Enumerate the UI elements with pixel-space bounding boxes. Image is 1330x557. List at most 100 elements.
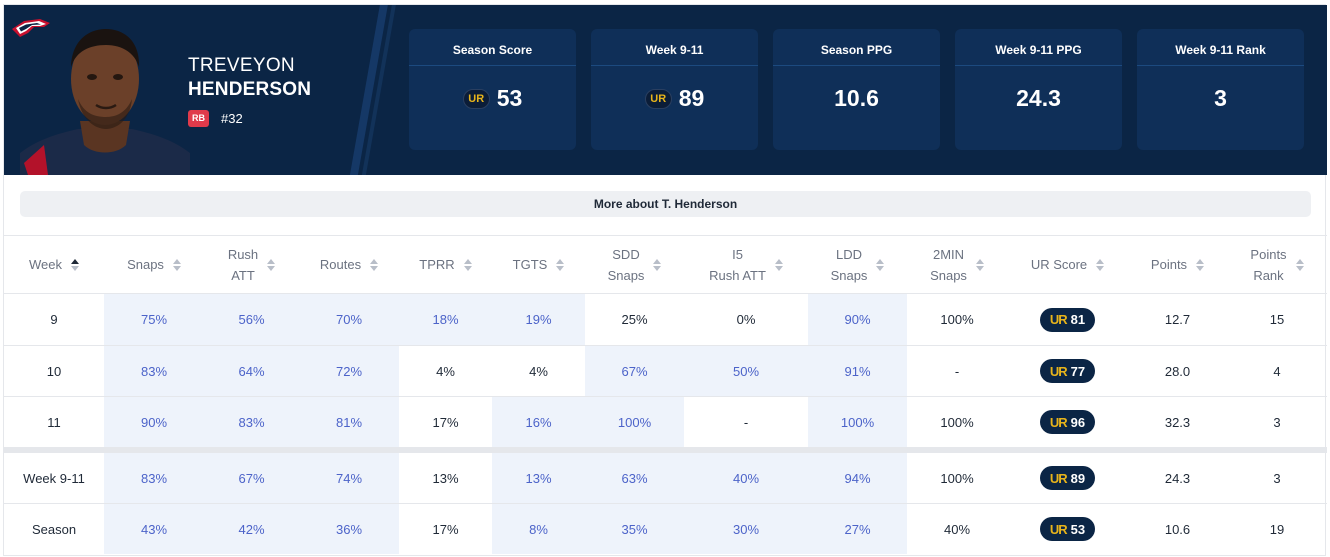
patriots-logo-icon [12,19,50,37]
table-header-row: Week Snaps Rush ATT Routes TPRR TGTS SDD Snaps I5… [4,235,1327,293]
sort-arrows-icon[interactable] [1096,258,1105,271]
cell-2min-snaps: 40% [943,521,971,537]
cell-points: 32.3 [1164,414,1191,430]
column-header-points[interactable]: Points [1128,236,1227,293]
column-header-week[interactable]: Week [4,236,104,293]
column-header-sdd-snaps[interactable]: SDD Snaps [585,236,684,293]
ur-logo-icon: UR [462,88,490,109]
cell-2min-snaps: 100% [940,470,974,486]
cell-snaps: 83% [104,346,204,396]
ur-score-value: 81 [1070,312,1086,327]
sort-arrows-icon[interactable] [267,258,276,271]
sort-arrows-icon[interactable] [975,258,984,271]
cell-routes: 70% [299,294,399,345]
position-badge: RB [188,110,209,127]
sort-arrows-icon[interactable] [774,258,783,271]
sort-arrows-icon[interactable] [653,258,662,271]
stat-card-value: 24.3 [1016,85,1061,111]
cell-i5-rush-att: - [743,414,749,430]
sort-arrows-icon[interactable] [370,258,379,271]
player-first-name: TREVEYON [188,55,295,76]
stat-card-label: Week 9-11 PPG [995,43,1082,57]
ur-score-badge: UR 77 [1039,359,1096,383]
cell-sdd-snaps: 63% [585,453,684,503]
cell-ldd-snaps: 27% [808,504,907,554]
sort-arrows-icon[interactable] [556,258,565,271]
ur-score-value: 96 [1070,414,1086,430]
stat-card-label: Week 9-11 Rank [1175,43,1266,57]
column-header-snaps[interactable]: Snaps [104,236,204,293]
column-header-ur-score[interactable]: UR Score [1007,236,1128,293]
cell-week: Week 9-11 [23,470,85,486]
summary-divider [4,447,1327,452]
stat-card-value: 3 [1214,85,1227,111]
more-about-player-button[interactable]: More about T. Henderson [20,191,1311,217]
stat-card-season-score: Season Score UR 53 [409,29,576,150]
cell-week: Season [31,521,77,537]
cell-rush-att: 42% [204,504,299,554]
cell-2min-snaps: - [954,363,960,379]
cell-snaps: 90% [104,397,204,447]
divider [591,65,758,66]
sort-arrows-icon[interactable] [71,258,79,271]
column-header-label: Routes [319,257,362,272]
cell-ldd-snaps: 100% [808,397,907,447]
cell-tgts: 16% [492,397,585,447]
cell-ldd-snaps: 94% [808,453,907,503]
cell-points-rank: 3 [1273,470,1281,486]
column-header-points-rank[interactable]: Points Rank [1227,236,1327,293]
player-last-name: HENDERSON [188,79,312,100]
column-header-label: Snaps [607,267,645,283]
jersey-number: #32 [221,111,243,126]
column-header-tgts[interactable]: TGTS [492,236,585,293]
column-header-label: LDD [835,246,862,262]
column-header-label: I5 [732,246,743,262]
sort-arrows-icon[interactable] [876,258,885,271]
cell-points: 10.6 [1164,521,1191,537]
cell-tgts: 19% [492,294,585,345]
cell-sdd-snaps: 35% [585,504,684,554]
sort-arrows-icon[interactable] [1295,258,1304,271]
cell-routes: 36% [299,504,399,554]
sort-arrows-icon[interactable] [463,258,472,271]
column-header-2min-snaps[interactable]: 2MIN Snaps [907,236,1007,293]
stat-card-week-score: Week 9-11 UR 89 [591,29,758,150]
cell-i5-rush-att: 0% [736,312,756,327]
stat-card-value: 10.6 [834,85,879,111]
cell-i5-rush-att: 40% [684,453,808,503]
column-header-label: Rush ATT [709,267,766,283]
column-header-ldd-snaps[interactable]: LDD Snaps [808,236,907,293]
cell-snaps: 83% [104,453,204,503]
column-header-label: TGTS [512,257,548,272]
sort-arrows-icon[interactable] [172,258,181,271]
column-header-label: Snaps [127,257,164,272]
column-header-i5-rush-att[interactable]: I5 Rush ATT [684,236,808,293]
cell-sdd-snaps: 100% [585,397,684,447]
divider [773,65,940,66]
ur-score-badge: UR 81 [1039,307,1096,332]
cell-ur-score: UR 53 [1007,504,1128,554]
ur-logo-icon: UR [1049,312,1068,327]
column-header-label: SDD [612,246,640,262]
column-header-tprr[interactable]: TPRR [399,236,492,293]
ur-score-badge: UR 89 [1039,466,1096,490]
cell-ur-score: UR 96 [1007,397,1128,447]
column-header-routes[interactable]: Routes [299,236,399,293]
cell-tprr: 4% [436,363,455,379]
cell-routes: 81% [299,397,399,447]
cell-points-rank: 4 [1273,363,1281,379]
cell-points: 28.0 [1164,363,1191,379]
cell-week: 10 [46,363,62,379]
ur-score-badge: UR 53 [1039,517,1096,541]
cell-2min-snaps: 100% [940,414,974,430]
cell-rush-att: 67% [204,453,299,503]
column-header-label: UR Score [1030,257,1088,272]
cell-points-rank: 19 [1269,521,1285,537]
sort-arrows-icon[interactable] [1196,258,1205,271]
cell-routes: 72% [299,346,399,396]
column-header-label: Points [1150,257,1188,272]
divider [409,65,576,66]
cell-week: 11 [47,414,61,430]
cell-sdd-snaps: 67% [585,346,684,396]
column-header-rush-att[interactable]: Rush ATT [204,236,299,293]
